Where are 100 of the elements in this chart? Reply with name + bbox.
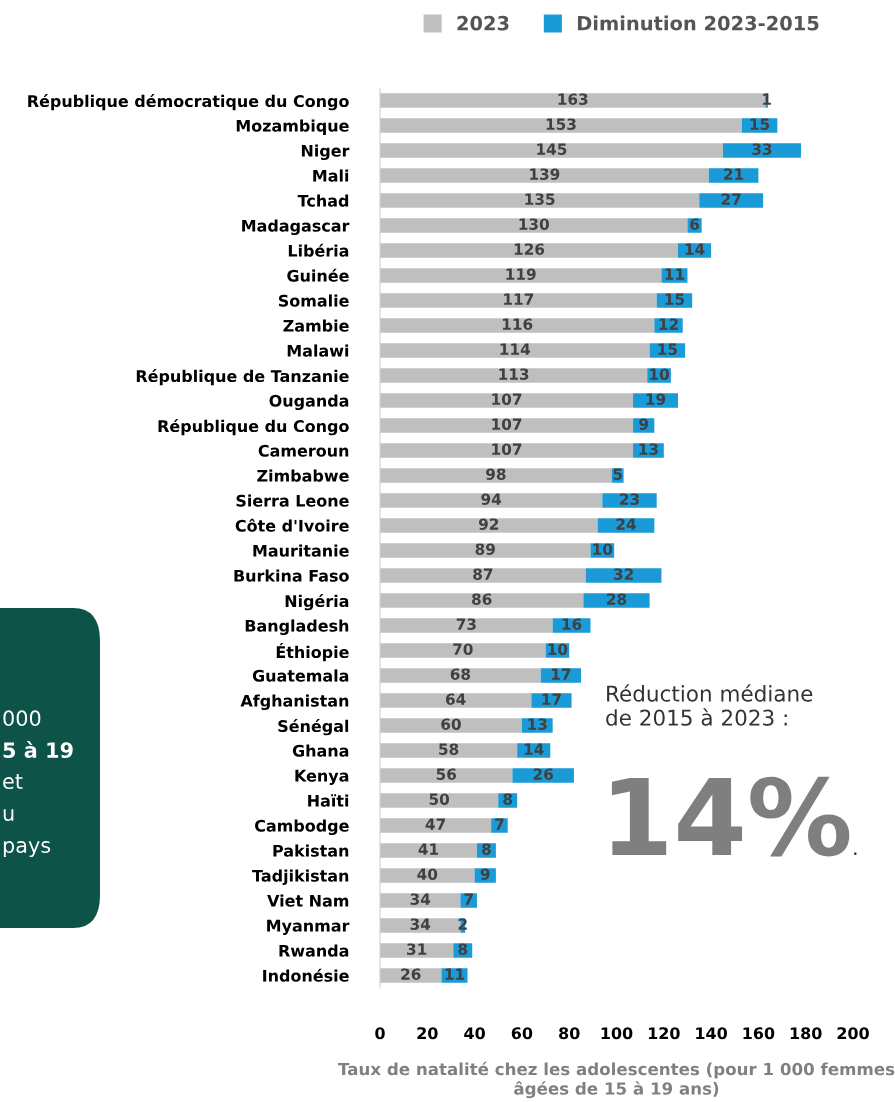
data-label: 60: [441, 718, 461, 730]
bar: [380, 168, 709, 183]
y-tick-label: Libéria: [288, 243, 349, 257]
bar: [380, 393, 634, 408]
data-label: 21: [724, 168, 744, 180]
y-tick-label: Indonésie: [263, 968, 349, 982]
data-label: 107: [492, 443, 522, 455]
y-tick-label: Haïti: [308, 794, 349, 807]
data-label: 113: [499, 368, 529, 380]
data-label: 107: [492, 418, 522, 430]
data-label: 11: [665, 268, 685, 280]
y-tick-label: Niger: [301, 144, 350, 161]
bar: [380, 893, 461, 908]
data-label: 17: [542, 693, 561, 705]
data-label: 70: [453, 643, 473, 655]
data-label: 10: [593, 543, 613, 555]
data-label: 26: [533, 768, 553, 780]
y-tick-label: Malawi: [287, 344, 349, 357]
data-label: 17: [552, 668, 571, 680]
data-label: 32: [613, 568, 633, 580]
data-label: 145: [537, 143, 567, 155]
bar: [380, 293, 657, 308]
data-label: 13: [528, 718, 547, 730]
data-label: 94: [481, 493, 502, 505]
y-tick-label: Éthiopie: [276, 643, 349, 662]
y-tick-label: République du Congo: [158, 419, 349, 436]
y-tick-label: Kenya: [295, 769, 349, 785]
data-label: 50: [429, 793, 450, 805]
bar: [380, 243, 678, 258]
data-label: 16: [562, 618, 582, 630]
data-label: 163: [558, 93, 588, 105]
data-label: 8: [503, 793, 513, 805]
text: pays: [3, 841, 51, 858]
y-tick-label: Guatemala: [252, 669, 349, 682]
data-label: 15: [750, 118, 770, 130]
data-label: 87: [473, 568, 493, 580]
data-label: 6: [690, 218, 700, 230]
data-label: 116: [502, 318, 533, 330]
y-tick-label: Mali: [313, 169, 349, 182]
y-tick-label: Afghanistan: [240, 694, 349, 711]
bar: [380, 368, 648, 383]
y-tick-label: Nigéria: [285, 594, 349, 611]
bar: [380, 718, 522, 733]
data-label: 10: [548, 643, 568, 655]
y-tick-label: République de Tanzanie: [136, 369, 349, 386]
y-tick-label: Ghana: [292, 744, 349, 757]
data-label: 107: [492, 393, 522, 405]
data-label: 7: [495, 818, 504, 830]
data-label: 153: [546, 118, 576, 130]
bar: [380, 418, 634, 433]
x-tick-label: 60: [511, 1027, 533, 1040]
bar: [380, 218, 688, 233]
bar: [380, 668, 541, 683]
text: 5 à 19: [3, 741, 73, 759]
data-label: 135: [525, 193, 555, 205]
y-tick-label: Zimbabwe: [257, 469, 349, 482]
x-tick-label: 120: [648, 1027, 680, 1040]
bar: [380, 193, 700, 208]
text: .: [854, 852, 857, 855]
data-label: 68: [450, 668, 471, 680]
data-label: 114: [500, 343, 531, 355]
y-tick-label: Pakistan: [273, 844, 349, 857]
y-tick-label: Burkina Faso: [234, 569, 349, 582]
data-label: 13: [639, 443, 658, 455]
data-label: 8: [482, 843, 491, 855]
data-label: 130: [519, 218, 549, 230]
bar: [380, 543, 591, 558]
y-tick-label: Mauritanie: [253, 544, 349, 557]
y-tick-label: Rwanda: [279, 944, 349, 957]
data-label: 117: [504, 293, 534, 305]
y-tick-label: Somalie: [278, 294, 349, 307]
y-tick-label: Guinée: [287, 268, 349, 282]
data-label: 12: [659, 318, 678, 330]
annotation: Réduction médiane de 2015 à 2023 :: [606, 684, 813, 726]
data-label: 9: [639, 418, 649, 430]
bar: [380, 843, 477, 858]
bar: [380, 568, 586, 583]
y-tick-label: Ouganda: [269, 394, 349, 411]
bar: [380, 468, 612, 483]
data-label: 86: [472, 593, 492, 605]
x-tick-label: 200: [837, 1027, 869, 1040]
bar: [722, 143, 801, 158]
data-label: 14: [685, 243, 705, 255]
x-tick-label: 140: [696, 1027, 728, 1040]
bar: [380, 143, 723, 158]
y-tick-label: Viet Nam: [267, 894, 349, 907]
bar: [380, 518, 598, 533]
y-tick-label: Tadjikistan: [252, 869, 349, 886]
data-label: 33: [752, 143, 772, 155]
data-label: 47: [425, 818, 445, 830]
data-label: 26: [401, 968, 421, 980]
data-label: 10: [650, 368, 669, 380]
data-label: 56: [436, 768, 457, 780]
bar: [380, 693, 532, 708]
data-label: 58: [439, 743, 459, 755]
bar: [380, 943, 454, 958]
data-label: 23: [620, 493, 639, 505]
legend-label: 2023: [457, 15, 509, 31]
data-label: 15: [658, 343, 677, 355]
text: et: [3, 774, 23, 790]
